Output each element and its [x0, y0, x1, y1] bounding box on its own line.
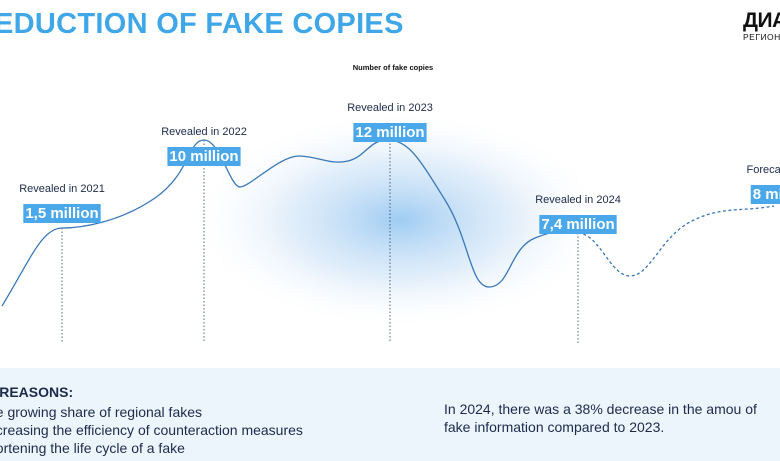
annotation-value-label: 1,5 million	[23, 204, 101, 223]
annotation-caption: Revealed in 2021	[19, 183, 105, 195]
page-title: EDUCTION OF FAKE COPIES	[0, 8, 404, 40]
annotation-value-label: 8 milli	[750, 185, 780, 204]
brand-logo: ДИА РЕГИОН	[743, 9, 780, 43]
fake-copies-chart: Number of fake copies Revealed in 2021 1,…	[1, 63, 780, 343]
reason-item: ncreasing the efficiency of counteractio…	[0, 422, 303, 438]
svg-text:1,5 million: 1,5 million	[25, 205, 98, 222]
svg-text:8 milli: 8 milli	[753, 186, 780, 203]
reason-item: hortening the life cycle of a fake	[0, 440, 185, 456]
svg-text:10 million: 10 million	[169, 148, 238, 165]
annotation-caption: Revealed in 2022	[161, 126, 247, 138]
annotation-caption: Revealed in 2024	[535, 194, 621, 206]
svg-text:7,4 million: 7,4 million	[541, 216, 614, 233]
chart-title: Number of fake copies	[353, 63, 433, 72]
series-line-actual	[1, 139, 579, 307]
annotation-caption: Forecast fo	[746, 164, 780, 176]
svg-text:12 million: 12 million	[355, 124, 424, 141]
annotation-value-label: 10 million	[167, 147, 241, 166]
series-line-forecast	[577, 205, 775, 277]
decrease-note: In 2024, there was a 38% decrease in the…	[444, 401, 757, 435]
logo-mark: ДИА	[743, 9, 780, 32]
reason-item: he growing share of regional fakes	[0, 404, 203, 420]
annotation-caption: Revealed in 2023	[347, 102, 433, 114]
bottom-panel: E REASONS: he growing share of regional …	[0, 368, 780, 461]
reasons-heading: E REASONS:	[0, 384, 74, 400]
annotation-value-label: 7,4 million	[539, 215, 617, 234]
logo-subtitle: РЕГИОН	[743, 32, 780, 42]
reasons-list: he growing share of regional fakes ncrea…	[0, 403, 303, 457]
annotation-value-label: 12 million	[353, 123, 427, 142]
